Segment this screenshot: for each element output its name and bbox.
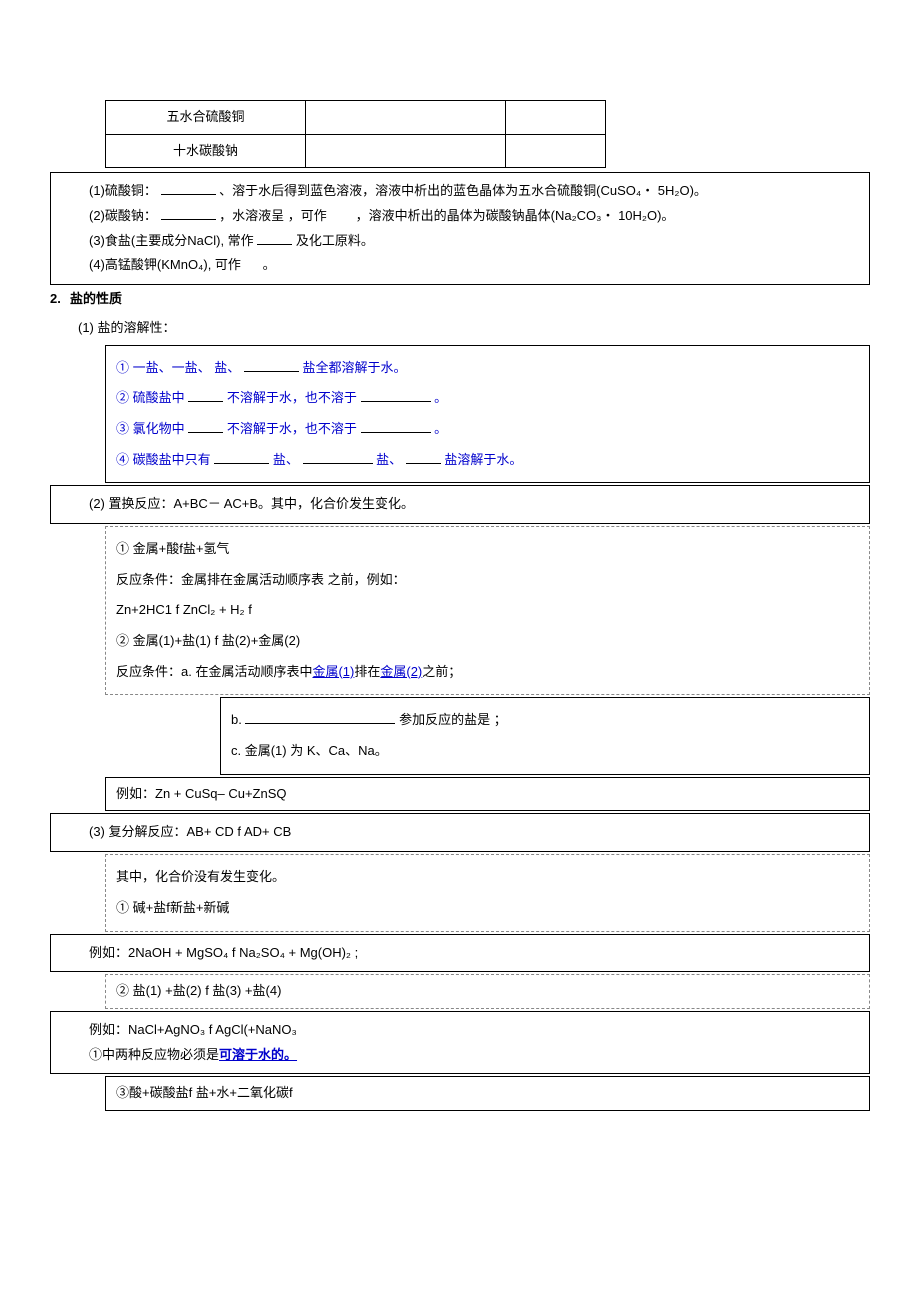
text: 盐溶解于水。 [444, 452, 522, 467]
heading-num: 2. [50, 287, 70, 312]
blank-field[interactable] [244, 359, 299, 372]
meta-line-1: 其中，化合价没有发生变化。 [116, 865, 859, 890]
heading-text: 盐的性质 [70, 287, 122, 312]
meta-line-2: ① 碱+盐f新盐+新碱 [116, 896, 859, 921]
disp-line-1: ① 金属+酸f盐+氢气 [116, 537, 859, 562]
text: 之前； [422, 664, 461, 679]
text: (2)碳酸钠： [89, 208, 157, 223]
text: (1)硫酸铜： [89, 183, 157, 198]
cell-empty [506, 134, 606, 168]
blank-field[interactable] [188, 389, 223, 402]
text: 盐全都溶解于水。 [302, 360, 406, 375]
cell-empty [506, 101, 606, 135]
metathesis-box-3: ③酸+碳酸盐f 盐+水+二氧化碳f [105, 1076, 870, 1111]
text: ③ 氯化物中 [116, 421, 185, 436]
cell-empty [306, 101, 506, 135]
text: 反应条件：a. 在金属活动顺序表中 [116, 664, 312, 679]
line-nacl: (3)食盐(主要成分NaCl), 常作 及化工原料。 [61, 229, 859, 254]
text: 盐、 [376, 452, 402, 467]
blank-field[interactable] [245, 711, 395, 724]
displacement-box: ① 金属+酸f盐+氢气 反应条件：金属排在金属活动顺序表 之前，例如： Zn+2… [105, 526, 870, 695]
cond-c: c. 金属(1) 为 K、Ca、Na。 [231, 739, 859, 764]
blank-field[interactable] [361, 389, 431, 402]
sub-3-box: (3) 复分解反应：AB+ CD f AD+ CB [50, 813, 870, 852]
disp-line-3: Zn+2HC1 f ZnCl₂ + H₂ f [116, 598, 859, 623]
sol-row-4: ④ 碳酸盐中只有 盐、 盐、 盐溶解于水。 [116, 448, 859, 473]
text: 盐、 [273, 452, 299, 467]
heading-2: 2. 盐的性质 [50, 287, 870, 312]
condition-bc-box: b. 参加反应的盐是 ； c. 金属(1) 为 K、Ca、Na。 [220, 697, 870, 774]
table-row: 十水碳酸钠 [106, 134, 606, 168]
sol-row-1: ① 一盐、一盐、 盐、 盐全都溶解于水。 [116, 356, 859, 381]
solubility-box: ① 一盐、一盐、 盐、 盐全都溶解于水。 ② 硫酸盐中 不溶解于水，也不溶于 。… [105, 345, 870, 484]
blank-field[interactable] [406, 451, 441, 464]
text: ① 一盐、一盐、 盐、 [116, 360, 240, 375]
section-1-box: (1)硫酸铜： 、溶于水后得到蓝色溶液，溶液中析出的蓝色晶体为五水合硫酸铜(Cu… [50, 172, 870, 285]
cell-compound-1: 五水合硫酸铜 [106, 101, 306, 135]
line-na2co3: (2)碳酸钠： ，水溶液呈 ，可作 ，溶液中析出的晶体为碳酸钠晶体(Na₂CO₃… [61, 204, 859, 229]
example-naoh-mgso4: 例如：2NaOH + MgSO₄ f Na₂SO₄ + Mg(OH)₂ ; [50, 934, 870, 973]
sol-row-2: ② 硫酸盐中 不溶解于水，也不溶于 。 [116, 386, 859, 411]
text: 及化工原料。 [296, 233, 374, 248]
disp-line-5: 反应条件：a. 在金属活动顺序表中金属(1)排在金属(2)之前； [116, 660, 859, 685]
ex3-text: 例如：NaCl+AgNO₃ f AgCl(+NaNO₃ [89, 1018, 859, 1043]
blank-field[interactable] [303, 451, 373, 464]
blank-field[interactable] [214, 451, 269, 464]
metathesis-box-1: 其中，化合价没有发生变化。 ① 碱+盐f新盐+新碱 [105, 854, 870, 931]
sub-2-box: (2) 置换反应：A+BC－ AC+B。其中，化合价发生变化。 [50, 485, 870, 524]
metathesis-box-2: ② 盐(1) +盐(2) f 盐(3) +盐(4) [105, 974, 870, 1009]
text: 参加反应的盐是 ； [399, 712, 507, 727]
note-link[interactable]: 可溶于水的。 [219, 1047, 297, 1062]
example-nacl-agno3: 例如：NaCl+AgNO₃ f AgCl(+NaNO₃ ①中两种反应物必须是可溶… [50, 1011, 870, 1074]
blank-field[interactable] [257, 232, 292, 245]
text: 。 [263, 257, 276, 272]
text: 不溶解于水，也不溶于 [227, 421, 357, 436]
text: (4)高锰酸钾(KMnO₄), 可作 [89, 257, 241, 272]
link-metal-2[interactable]: 金属(2) [380, 664, 422, 679]
text: 。 [434, 421, 447, 436]
disp-line-2: 反应条件：金属排在金属活动顺序表 之前，例如： [116, 568, 859, 593]
example-zn-cu: 例如：Zn + CuSq– Cu+ZnSQ [105, 777, 870, 812]
text: 排在 [354, 664, 380, 679]
cell-compound-2: 十水碳酸钠 [106, 134, 306, 168]
note-prefix: ①中两种反应物必须是 [89, 1047, 219, 1062]
text: b. [231, 712, 242, 727]
compound-table: 五水合硫酸铜 十水碳酸钠 [105, 100, 606, 168]
blank-field[interactable] [188, 420, 223, 433]
text: ，水溶液呈 ，可作 [219, 208, 327, 223]
line-kmno4: (4)高锰酸钾(KMnO₄), 可作 。 [61, 253, 859, 278]
text: 。 [434, 390, 447, 405]
link-metal-1[interactable]: 金属(1) [312, 664, 354, 679]
blank-field[interactable] [361, 420, 431, 433]
sub-1: (1) 盐的溶解性： [50, 316, 870, 341]
text: 不溶解于水，也不溶于 [227, 390, 357, 405]
sol-row-3: ③ 氯化物中 不溶解于水，也不溶于 。 [116, 417, 859, 442]
text: ④ 碳酸盐中只有 [116, 452, 211, 467]
line-cuso4: (1)硫酸铜： 、溶于水后得到蓝色溶液，溶液中析出的蓝色晶体为五水合硫酸铜(Cu… [61, 179, 859, 204]
note-line: ①中两种反应物必须是可溶于水的。 [89, 1043, 859, 1068]
text: 、溶于水后得到蓝色溶液，溶液中析出的蓝色晶体为五水合硫酸铜(CuSO₄・ 5H₂… [219, 183, 707, 198]
text: (3)食盐(主要成分NaCl), 常作 [89, 233, 254, 248]
cond-b: b. 参加反应的盐是 ； [231, 708, 859, 733]
text: ② 硫酸盐中 [116, 390, 185, 405]
text: ，溶液中析出的晶体为碳酸钠晶体(Na₂CO₃・ 10H₂O)。 [356, 208, 675, 223]
disp-line-4: ② 金属(1)+盐(1) f 盐(2)+金属(2) [116, 629, 859, 654]
cell-empty [306, 134, 506, 168]
blank-field[interactable] [161, 207, 216, 220]
table-row: 五水合硫酸铜 [106, 101, 606, 135]
blank-field[interactable] [161, 182, 216, 195]
